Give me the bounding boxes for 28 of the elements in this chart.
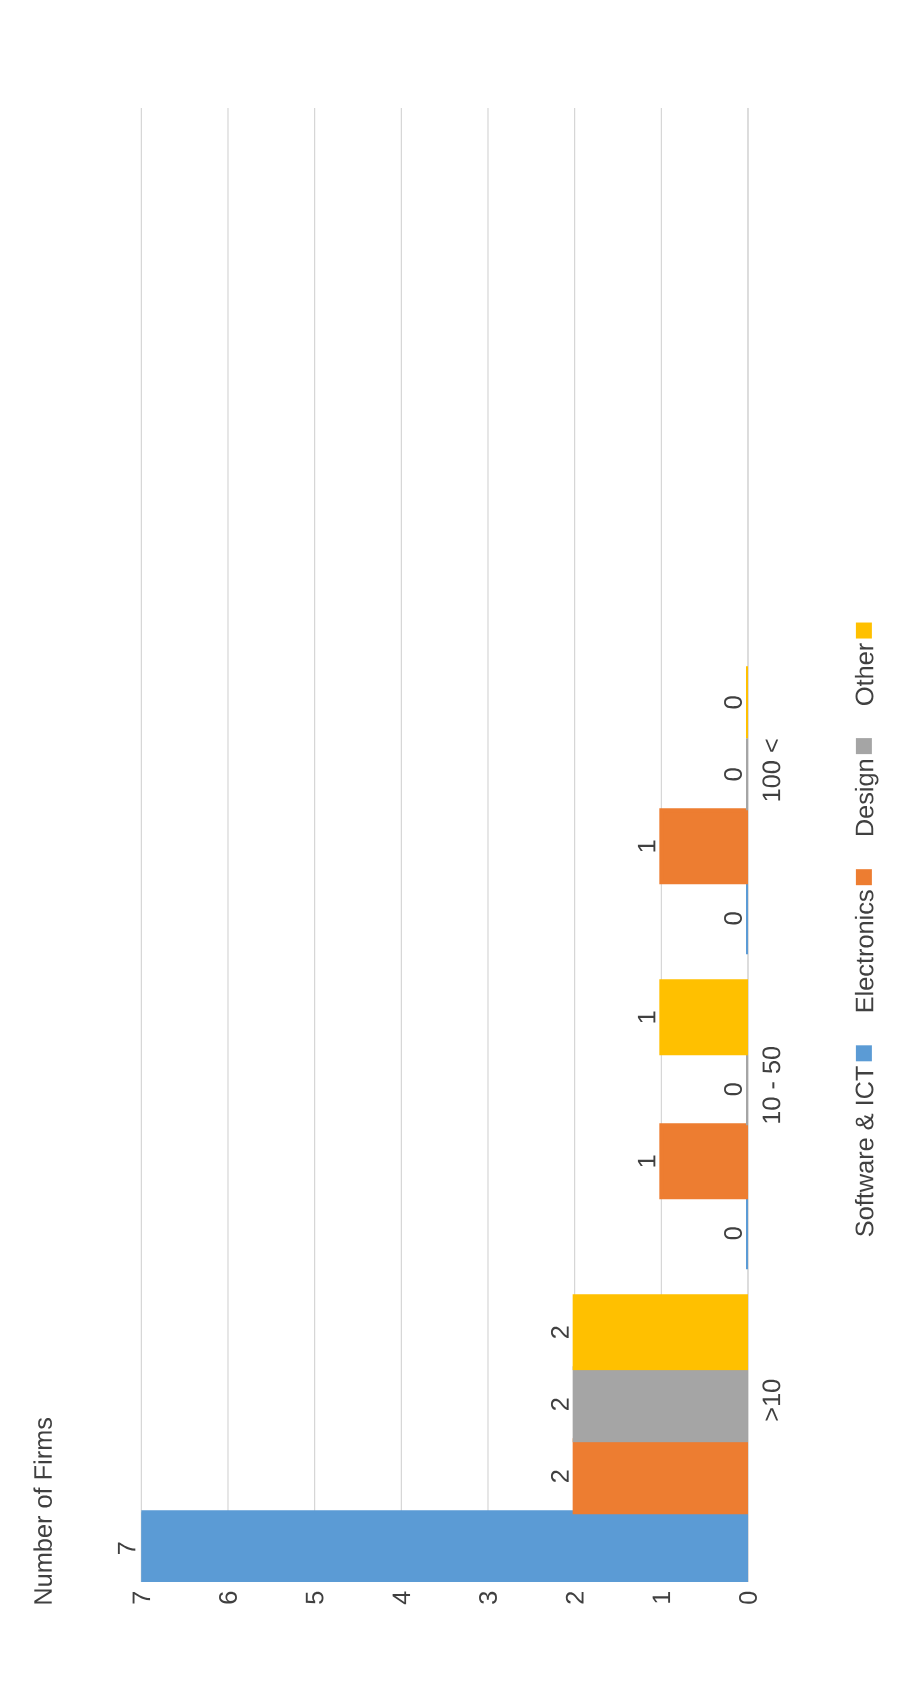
x-tick-label: 4 (392, 1591, 411, 1605)
data-label: 1 (637, 840, 656, 852)
data-label: 0 (724, 1227, 742, 1240)
x-tick-label: 3 (479, 1591, 497, 1604)
legend-label: Electronics (854, 890, 874, 1012)
data-label: 7 (117, 1542, 136, 1555)
data-label: 0 (724, 1083, 742, 1096)
data-label: 2 (550, 1326, 569, 1339)
x-tick-label: 7 (132, 1591, 151, 1604)
data-label: 2 (550, 1470, 569, 1483)
y-tick-label: 10 - 50 (762, 1046, 781, 1123)
legend-label: Other (854, 643, 874, 705)
text: Number of Firms (33, 1417, 52, 1604)
data-label: 0 (724, 768, 742, 781)
legend-label: Software & ICT (854, 1066, 874, 1237)
y-tick-label: 100 < (762, 739, 781, 801)
data-label: 0 (724, 912, 742, 925)
x-tick-label: 2 (565, 1591, 584, 1604)
x-tick-label: 5 (305, 1591, 324, 1604)
x-tick-label: 1 (652, 1591, 671, 1603)
data-label: 1 (637, 1011, 656, 1023)
data-label: 2 (550, 1398, 569, 1411)
data-label: 0 (724, 696, 742, 709)
data-label: 1 (637, 1155, 656, 1167)
legend-label: Design (854, 759, 879, 836)
x-tick-label: 0 (739, 1591, 757, 1604)
x-tick-label: 6 (219, 1591, 237, 1604)
y-tick-label: >10 (762, 1379, 781, 1421)
